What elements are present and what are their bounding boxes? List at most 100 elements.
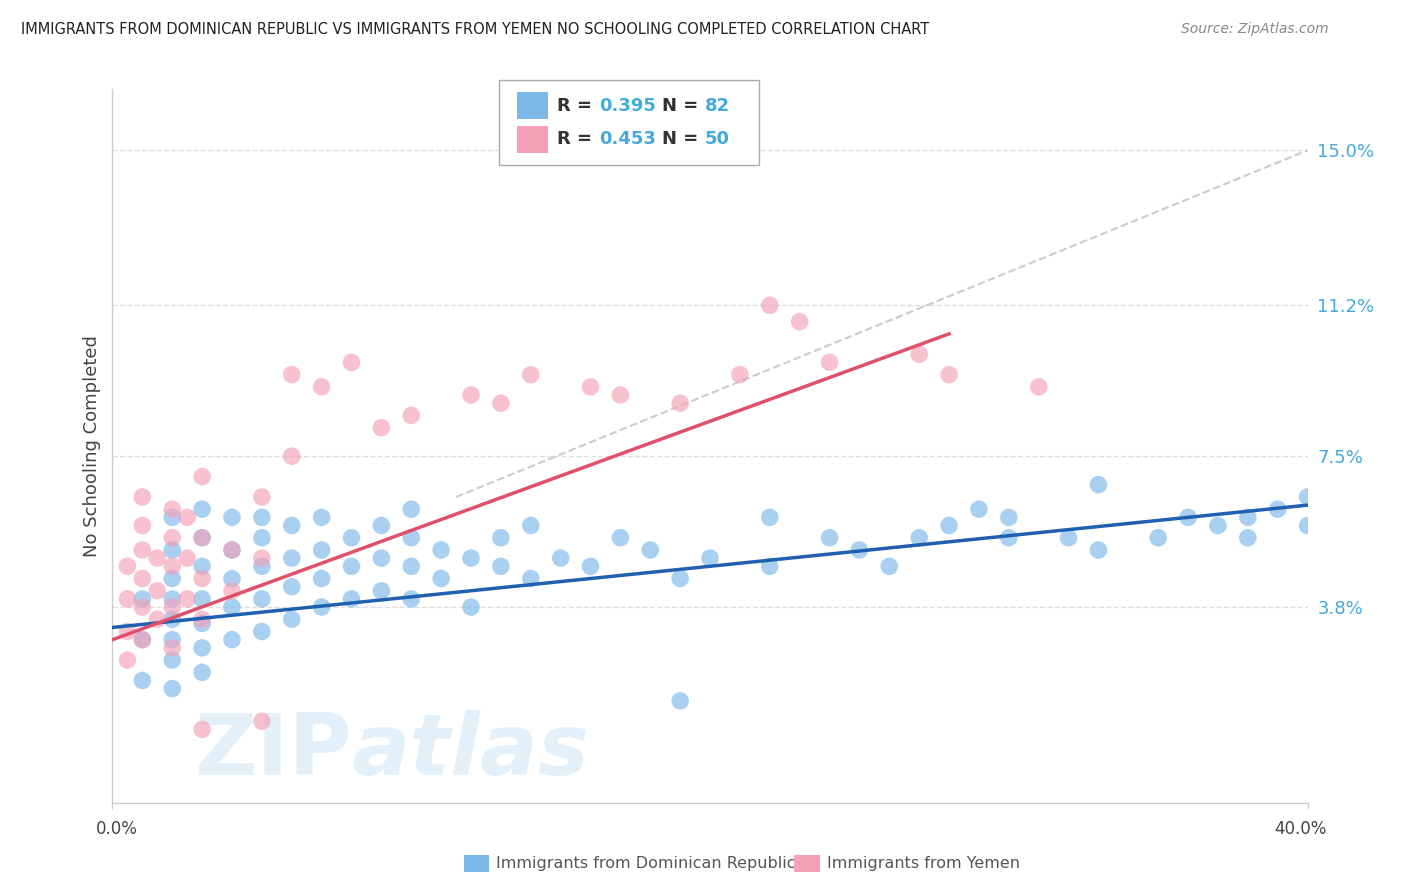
Point (117, 559, 139, 574)
Point (281, 551, 304, 566)
Point (370, 583, 392, 598)
Point (938, 518, 960, 533)
Point (520, 368, 543, 382)
Point (1237, 510, 1260, 524)
Point (191, 665, 214, 680)
Point (311, 543, 333, 558)
Point (370, 518, 392, 533)
Point (281, 368, 304, 382)
Point (489, 559, 512, 574)
Point (117, 653, 139, 667)
Point (998, 510, 1021, 524)
Point (131, 632, 153, 647)
Text: Immigrants from Dominican Republic: Immigrants from Dominican Republic (496, 856, 796, 871)
Point (162, 559, 183, 574)
Point (789, 315, 811, 329)
Point (579, 559, 602, 574)
Text: 82: 82 (704, 97, 730, 115)
Point (191, 531, 214, 545)
Point (340, 531, 363, 545)
Point (176, 591, 198, 606)
Point (131, 600, 153, 615)
Point (818, 355, 841, 369)
Point (131, 518, 153, 533)
Point (250, 591, 273, 606)
Point (520, 572, 543, 586)
Point (191, 616, 214, 631)
Point (669, 694, 692, 708)
Point (640, 543, 662, 558)
Point (191, 531, 214, 545)
Point (191, 591, 214, 606)
Point (191, 559, 214, 574)
Point (460, 551, 482, 566)
Point (728, 368, 751, 382)
Text: 0.453: 0.453 (599, 130, 655, 148)
Point (281, 518, 304, 533)
Point (250, 714, 273, 729)
Point (848, 543, 870, 558)
Point (879, 559, 901, 574)
Point (281, 580, 304, 594)
Point (221, 583, 243, 598)
Point (162, 591, 183, 606)
Text: 50: 50 (704, 130, 730, 148)
Point (162, 543, 183, 558)
Point (162, 600, 183, 615)
Point (998, 531, 1021, 545)
Point (221, 543, 243, 558)
Point (162, 612, 183, 626)
Point (401, 559, 423, 574)
Point (131, 632, 153, 647)
Point (146, 583, 169, 598)
Point (759, 298, 782, 312)
Point (162, 531, 183, 545)
Point (281, 612, 304, 626)
Point (250, 624, 273, 639)
Point (162, 681, 183, 696)
Point (131, 572, 153, 586)
Point (162, 510, 183, 524)
Point (489, 531, 512, 545)
Point (908, 531, 931, 545)
Point (250, 559, 273, 574)
Point (250, 490, 273, 504)
Point (609, 531, 631, 545)
Point (1028, 380, 1050, 394)
Text: Source: ZipAtlas.com: Source: ZipAtlas.com (1181, 22, 1329, 37)
Text: N =: N = (662, 97, 704, 115)
Point (1087, 543, 1109, 558)
Point (221, 510, 243, 524)
Point (460, 388, 482, 402)
Point (340, 355, 363, 369)
Point (311, 380, 333, 394)
Point (1057, 531, 1080, 545)
Point (131, 591, 153, 606)
Point (967, 502, 990, 516)
Point (460, 600, 482, 615)
Point (1296, 490, 1319, 504)
Point (489, 396, 512, 410)
Point (191, 723, 214, 737)
Point (938, 368, 960, 382)
Point (609, 388, 631, 402)
Point (1267, 502, 1289, 516)
Text: Immigrants from Yemen: Immigrants from Yemen (827, 856, 1019, 871)
Point (191, 640, 214, 655)
Text: 40.0%: 40.0% (1274, 820, 1327, 838)
Point (117, 591, 139, 606)
Point (221, 572, 243, 586)
Point (370, 420, 392, 434)
Point (162, 502, 183, 516)
Point (550, 551, 572, 566)
Point (117, 624, 139, 639)
Point (1087, 477, 1109, 491)
Point (818, 531, 841, 545)
Text: 0.395: 0.395 (599, 97, 655, 115)
Text: N =: N = (662, 130, 704, 148)
Point (250, 510, 273, 524)
Point (520, 518, 543, 533)
Point (340, 559, 363, 574)
Point (430, 543, 453, 558)
Text: 0.0%: 0.0% (96, 820, 138, 838)
